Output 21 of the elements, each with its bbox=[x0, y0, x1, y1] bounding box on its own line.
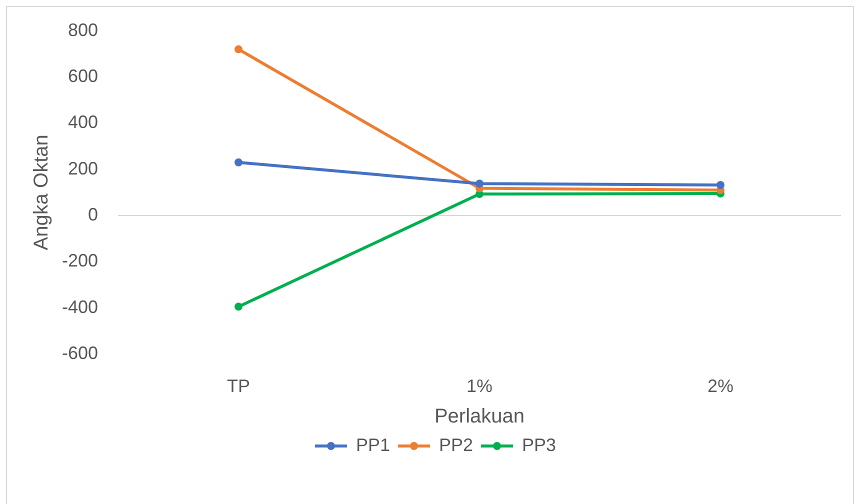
y-tick-label: 600 bbox=[68, 66, 98, 86]
x-axis-title: Perlakuan bbox=[434, 406, 525, 428]
y-tick-label: -600 bbox=[62, 342, 98, 363]
point bbox=[234, 45, 242, 54]
legend-label: PP2 bbox=[438, 434, 474, 455]
y-tick-label: 200 bbox=[68, 158, 98, 178]
y-tick-label: 0 bbox=[88, 204, 98, 224]
point bbox=[234, 302, 242, 311]
x-tick-label: 2% bbox=[707, 376, 734, 396]
point bbox=[476, 180, 484, 188]
legend-label: PP3 bbox=[522, 434, 556, 455]
x-tick-label: 1% bbox=[466, 376, 493, 396]
y-tick-label: -400 bbox=[62, 296, 98, 317]
point bbox=[716, 181, 724, 190]
y-tick-label: -200 bbox=[62, 250, 98, 271]
legend-label: PP1 bbox=[356, 434, 390, 455]
y-tick-label: 800 bbox=[68, 20, 98, 40]
y-tick-label: 400 bbox=[68, 112, 98, 132]
y-axis-title: Angka Oktan bbox=[30, 134, 53, 250]
point bbox=[234, 158, 242, 166]
x-tick-label: TP bbox=[226, 376, 250, 396]
